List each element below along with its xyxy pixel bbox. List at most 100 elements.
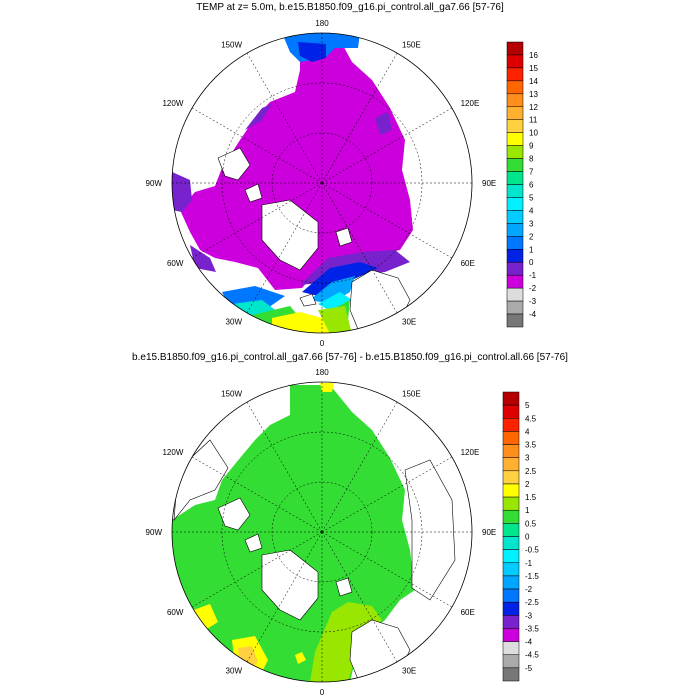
colorbar-swatch — [506, 300, 524, 315]
colorbar-label: 2 — [525, 480, 530, 489]
p1-field-purple-left — [172, 172, 192, 212]
colorbar-label: -4 — [525, 638, 533, 647]
colorbar-label: 6 — [529, 181, 534, 190]
colorbar-swatch — [502, 641, 520, 655]
colorbar-label: -2 — [525, 585, 533, 594]
p1-field-blue-nordic — [302, 262, 378, 296]
colorbar-swatch — [506, 223, 524, 237]
colorbar-label: -4.5 — [525, 651, 539, 660]
lon-label: 120W — [162, 448, 183, 457]
colorbar-swatch — [506, 184, 524, 198]
colorbar-swatch — [502, 457, 520, 472]
colorbar-swatch — [502, 562, 520, 577]
colorbar-swatch — [502, 628, 520, 642]
p2-land-archipelago — [217, 497, 251, 531]
colorbar-swatch — [506, 54, 524, 69]
panel-2-map: 180 150E 120E 90E 60E 30E 0 30W 60W 90W 120W 150W — [146, 368, 497, 697]
colorbar-label: 9 — [529, 142, 534, 151]
lon-label: 0 — [320, 688, 325, 697]
panel-1-map: 180 150E 120E 90E 60E 30E 0 30W 60W 90W 120W 150W — [146, 19, 497, 348]
colorbar-label: 3.5 — [525, 441, 537, 450]
p2-field-yellow-spot — [295, 652, 306, 664]
p1-land-archipelago — [217, 147, 251, 181]
colorbar-label: 1 — [525, 506, 530, 515]
colorbar-label: 7 — [529, 168, 534, 177]
colorbar-swatch — [502, 509, 520, 524]
lon-label: 0 — [320, 339, 325, 348]
lon-label: 60E — [461, 608, 475, 617]
lon-label: 150W — [221, 40, 242, 49]
lon-label: 30E — [402, 318, 416, 327]
colorbar-swatch — [506, 41, 524, 56]
colorbar-swatch — [506, 236, 524, 250]
colorbar-label: -1.5 — [525, 572, 539, 581]
colorbar-swatch — [502, 601, 520, 616]
p1-field-purple-nw — [245, 104, 272, 130]
colorbar-swatch — [502, 418, 520, 432]
colorbar-label: 1.5 — [525, 493, 537, 502]
lon-label: 30E — [402, 667, 416, 676]
colorbar-swatch — [506, 249, 524, 263]
colorbar-swatch — [506, 313, 524, 328]
colorbar-label: 13 — [529, 90, 538, 99]
colorbar-swatch — [502, 444, 520, 458]
lon-label: 60E — [461, 259, 475, 268]
colorbar-label: 1 — [529, 245, 534, 254]
colorbar-label: 12 — [529, 103, 538, 112]
colorbar-label: 0.5 — [525, 519, 537, 528]
colorbar-label: 15 — [529, 64, 538, 73]
colorbar-label: 3 — [529, 219, 534, 228]
lon-label: 30W — [226, 667, 243, 676]
p1-field-green-south — [318, 306, 352, 333]
p2-land-western — [173, 439, 229, 521]
colorbar-label: -1 — [525, 559, 533, 568]
lon-label: 120E — [461, 99, 480, 108]
p2-field-yellow-west — [188, 604, 218, 632]
colorbar-label: 4 — [525, 427, 530, 436]
colorbar-swatch — [502, 404, 520, 419]
panel-2-title: b.e15.B1850.f09_g16.pi_control.all_ga7.6… — [132, 352, 568, 363]
colorbar-label: 2.5 — [525, 467, 537, 476]
colorbar-label: -3 — [525, 611, 533, 620]
colorbar-label: 0 — [525, 533, 530, 542]
lon-label: 30W — [226, 318, 243, 327]
panel-2-colorbar: 5 4.5 4 3.5 3 2.5 2 1.5 1 0.5 0 -0.5 -1 -1.5 -2 -2.5 -3 -… — [502, 391, 539, 682]
colorbar-swatch — [502, 496, 520, 511]
lon-label: 150E — [402, 40, 421, 49]
p1-field-cyan-nordic — [318, 292, 352, 312]
colorbar-label: 0 — [529, 258, 534, 267]
colorbar-label: -3.5 — [525, 625, 539, 634]
colorbar-swatch — [502, 667, 520, 682]
colorbar-swatch — [502, 654, 520, 669]
colorbar-swatch — [506, 80, 524, 95]
lon-label: 180 — [315, 19, 329, 28]
p2-land-greenland — [261, 549, 319, 621]
lon-label: 150E — [402, 389, 421, 398]
p1-land-svalbard — [335, 227, 353, 247]
p1-land-island — [244, 183, 263, 203]
colorbar-label: 14 — [529, 77, 538, 86]
lon-label: 120W — [162, 99, 183, 108]
colorbar-label: 2 — [529, 232, 534, 241]
colorbar-swatch — [506, 261, 524, 276]
colorbar-swatch — [506, 158, 524, 172]
colorbar-swatch — [502, 575, 520, 590]
colorbar-swatch — [502, 470, 520, 485]
p1-field-yellow-south — [272, 312, 340, 333]
colorbar-swatch — [502, 483, 520, 498]
colorbar-swatch — [506, 210, 524, 224]
colorbar-label: -0.5 — [525, 546, 539, 555]
colorbar-label: 5 — [529, 194, 534, 203]
lon-label: 90W — [146, 179, 163, 188]
colorbar-swatch — [506, 119, 524, 133]
lon-label: 90E — [482, 179, 496, 188]
colorbar-label: 8 — [529, 155, 534, 164]
lon-label: 90W — [146, 528, 163, 537]
colorbar-swatch — [502, 431, 520, 445]
colorbar-label: -5 — [525, 664, 533, 673]
colorbar-label: -2.5 — [525, 598, 539, 607]
colorbar-swatch — [502, 549, 520, 564]
p1-land-greenland — [261, 199, 319, 271]
